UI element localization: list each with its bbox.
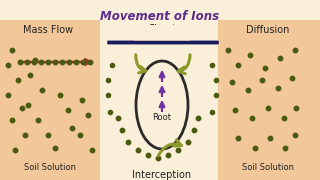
Text: Mass Flow: Mass Flow: [23, 25, 73, 35]
Text: Soil Solution: Soil Solution: [24, 163, 76, 172]
Bar: [134, 25, 190, 41]
Text: Interception: Interception: [132, 170, 192, 180]
Bar: [218, 20, 320, 180]
Text: Diffusion: Diffusion: [246, 25, 290, 35]
Bar: [0, 20, 100, 180]
Text: Movement of Ions: Movement of Ions: [100, 10, 220, 23]
Text: Soil Solution: Soil Solution: [242, 163, 294, 172]
Text: Root: Root: [153, 114, 172, 123]
Text: Shoot: Shoot: [148, 24, 176, 34]
